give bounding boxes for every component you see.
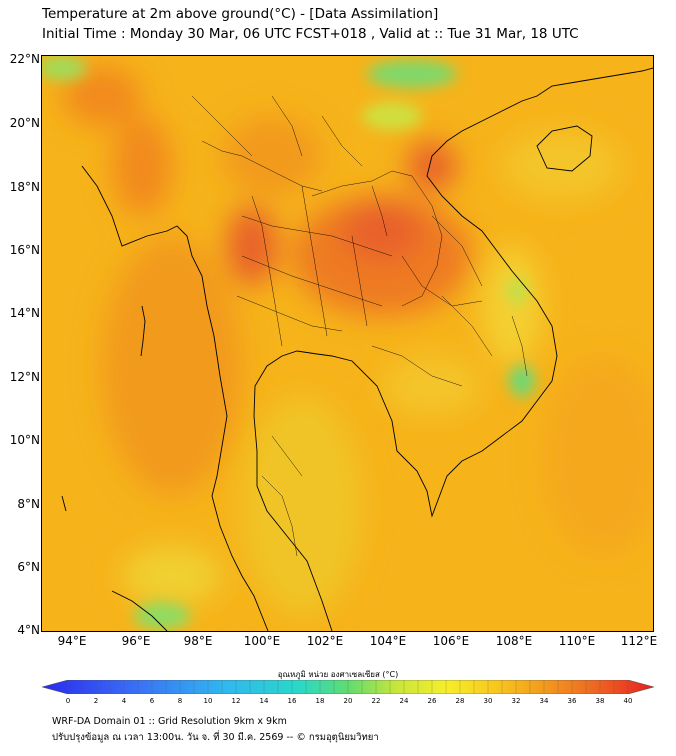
lon-label-108e: 108°E — [495, 634, 533, 648]
lon-label-104e: 104°E — [369, 634, 407, 648]
lon-label-110e: 110°E — [558, 634, 596, 648]
colorbar-label: 36 — [567, 697, 577, 705]
colorbar-label: 0 — [65, 697, 71, 705]
footer-update-info: ปรับปรุงข้อมูล ณ เวลา 13:00น. วัน จ. ที่… — [52, 732, 379, 743]
colorbar — [42, 680, 654, 694]
lat-label-12n: 12°N — [9, 370, 40, 384]
map-title: Temperature at 2m above ground(°C) - [Da… — [42, 6, 439, 22]
colorbar-label: 14 — [259, 697, 269, 705]
colorbar-label: 4 — [121, 697, 127, 705]
colorbar-label: 34 — [539, 697, 549, 705]
colorbar-title: อุณหภูมิ หน่วย องศาเซลเซียส (°C) — [277, 670, 399, 679]
lat-label-4n: 4°N — [17, 623, 40, 637]
lon-label-96e: 96°E — [121, 634, 151, 648]
temperature-map — [41, 55, 654, 632]
lat-label-6n: 6°N — [17, 560, 40, 574]
lon-label-106e: 106°E — [432, 634, 470, 648]
colorbar-label: 30 — [483, 697, 493, 705]
colorbar-label: 20 — [343, 697, 353, 705]
colorbar-label: 10 — [203, 697, 213, 705]
lon-label-102e: 102°E — [306, 634, 344, 648]
province-borders — [191, 95, 528, 557]
colorbar-label: 18 — [315, 697, 325, 705]
lon-label-98e: 98°E — [183, 634, 213, 648]
map-subtitle: Initial Time : Monday 30 Mar, 06 UTC FCS… — [42, 26, 579, 42]
colorbar-label: 28 — [455, 697, 465, 705]
lat-label-14n: 14°N — [9, 306, 40, 320]
colorbar-label: 38 — [595, 697, 605, 705]
temperature-field — [42, 56, 653, 631]
colorbar-label: 12 — [231, 697, 241, 705]
colorbar-label: 26 — [427, 697, 437, 705]
lat-label-20n: 20°N — [9, 116, 40, 130]
coastlines — [61, 67, 653, 631]
colorbar-label: 6 — [149, 697, 155, 705]
lon-label-112e: 112°E — [620, 634, 658, 648]
colorbar-label: 8 — [177, 697, 183, 705]
colorbar-ticks — [67, 680, 629, 694]
lon-label-100e: 100°E — [243, 634, 281, 648]
colorbar-label: 40 — [623, 697, 633, 705]
colorbar-label: 24 — [399, 697, 409, 705]
lat-label-18n: 18°N — [9, 180, 40, 194]
lat-label-8n: 8°N — [17, 497, 40, 511]
lon-label-94e: 94°E — [57, 634, 87, 648]
colorbar-label: 22 — [371, 697, 381, 705]
lat-label-10n: 10°N — [9, 433, 40, 447]
lat-label-22n: 22°N — [9, 52, 40, 66]
colorbar-label: 16 — [287, 697, 297, 705]
cool-spots — [42, 56, 535, 630]
footer-model-info: WRF-DA Domain 01 :: Grid Resolution 9km … — [52, 716, 287, 727]
colorbar-label: 32 — [511, 697, 521, 705]
colorbar-label: 2 — [93, 697, 99, 705]
lat-label-16n: 16°N — [9, 243, 40, 257]
